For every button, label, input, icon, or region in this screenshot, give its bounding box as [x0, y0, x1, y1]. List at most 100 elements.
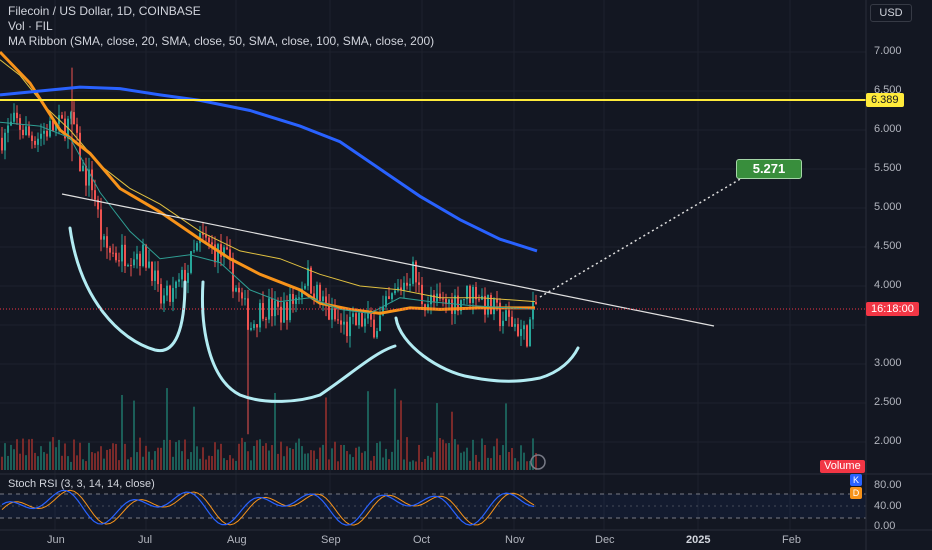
volume-bar [169, 439, 171, 470]
candle-body [394, 290, 396, 294]
volume-bar [352, 457, 354, 470]
stoch-rsi-legend[interactable]: Stoch RSI (3, 3, 14, 14, close) [8, 478, 155, 490]
volume-bar [310, 450, 312, 470]
volume-bar [271, 445, 273, 470]
volume-bar [208, 455, 210, 470]
candle-body [283, 302, 285, 323]
currency-button[interactable]: USD [870, 4, 912, 22]
volume-bar [265, 443, 267, 470]
candle-body [28, 126, 30, 136]
rsi-d-badge: D [850, 487, 862, 499]
head-curve [201, 280, 397, 403]
candle-body [193, 250, 195, 252]
candle-body [121, 244, 123, 262]
candle-body [148, 261, 150, 268]
volume-bar [109, 448, 111, 470]
candle-body [412, 261, 414, 284]
trend-line [61, 193, 715, 327]
volume-bar [463, 451, 465, 470]
volume-bar [403, 459, 405, 470]
volume-bar [259, 439, 261, 470]
symbol-title[interactable]: Filecoin / US Dollar, 1D, COINBASE [8, 4, 201, 18]
candle-body [133, 259, 135, 266]
candle-body [490, 295, 492, 315]
volume-bar [10, 444, 12, 470]
volume-bar [523, 452, 525, 470]
target-price-label[interactable]: 5.271 [736, 159, 802, 179]
candle-body [499, 302, 501, 327]
resistance-price-tag: 6.389 [866, 93, 904, 107]
candle-body [457, 295, 459, 312]
ma-ribbon-legend[interactable]: MA Ribbon (SMA, close, 20, SMA, close, 5… [8, 34, 435, 48]
ma-50-line [0, 50, 535, 315]
candle-body [46, 130, 48, 137]
candle-body [244, 298, 246, 300]
candle-body [136, 253, 138, 260]
volume-bar [388, 459, 390, 470]
volume-bar [298, 438, 300, 470]
volume-bar [151, 459, 153, 470]
candle-body [328, 305, 330, 320]
candle-body [448, 299, 450, 305]
candle-body [466, 285, 468, 300]
candle-body [388, 296, 390, 300]
volume-bar [226, 460, 228, 470]
volume-bar [253, 446, 255, 470]
volume-bar [337, 461, 339, 470]
volume-legend[interactable]: Vol · FIL [8, 19, 53, 33]
volume-bar [4, 443, 6, 470]
volume-bar [433, 451, 435, 470]
candle-body [64, 118, 66, 139]
candle-body [247, 298, 249, 330]
volume-bar [31, 438, 33, 470]
volume-bar [133, 400, 135, 470]
volume-bar [424, 459, 426, 470]
candle-body [358, 312, 360, 326]
volume-bar [85, 461, 87, 470]
candle-body [352, 313, 354, 317]
volume-bar [124, 443, 126, 470]
volume-bar [268, 450, 270, 470]
candle-body [82, 165, 84, 172]
volume-bar [22, 438, 24, 470]
volume-bar [34, 452, 36, 470]
volume-bar [448, 443, 450, 470]
drawings [0, 99, 866, 470]
candle-body [469, 285, 471, 303]
candle-body [397, 287, 399, 291]
volume-bar [193, 406, 195, 470]
candle-body [25, 126, 27, 136]
candle-body [295, 297, 297, 304]
volume-bar [139, 437, 141, 470]
volume-bar [346, 451, 348, 470]
candle-body [127, 265, 129, 267]
candle-body [31, 135, 33, 141]
volume-bar [232, 458, 234, 470]
candle-body [115, 252, 117, 261]
grid-lines [0, 0, 866, 530]
ma-20-line [0, 121, 536, 314]
volume-bar [190, 452, 192, 470]
volume-bar [349, 454, 351, 470]
rsi-tick: 80.00 [874, 479, 902, 491]
volume-bar [262, 445, 264, 470]
volume-bar [502, 445, 504, 470]
volume-bar [127, 459, 129, 470]
ma-100-line [0, 59, 536, 303]
volume-bar [385, 448, 387, 470]
candle-body [157, 270, 159, 285]
volume-bar [499, 455, 501, 470]
volume-bar [16, 439, 18, 470]
candle-body [145, 244, 147, 268]
volume-bar [322, 444, 324, 470]
candle-body [514, 324, 516, 327]
candle-body [331, 308, 333, 320]
candle-body [478, 299, 480, 301]
candle-body [154, 270, 156, 282]
candle-body [517, 324, 519, 336]
volume-bar [529, 460, 531, 470]
volume-bar [460, 452, 462, 470]
candle-body [61, 115, 63, 119]
